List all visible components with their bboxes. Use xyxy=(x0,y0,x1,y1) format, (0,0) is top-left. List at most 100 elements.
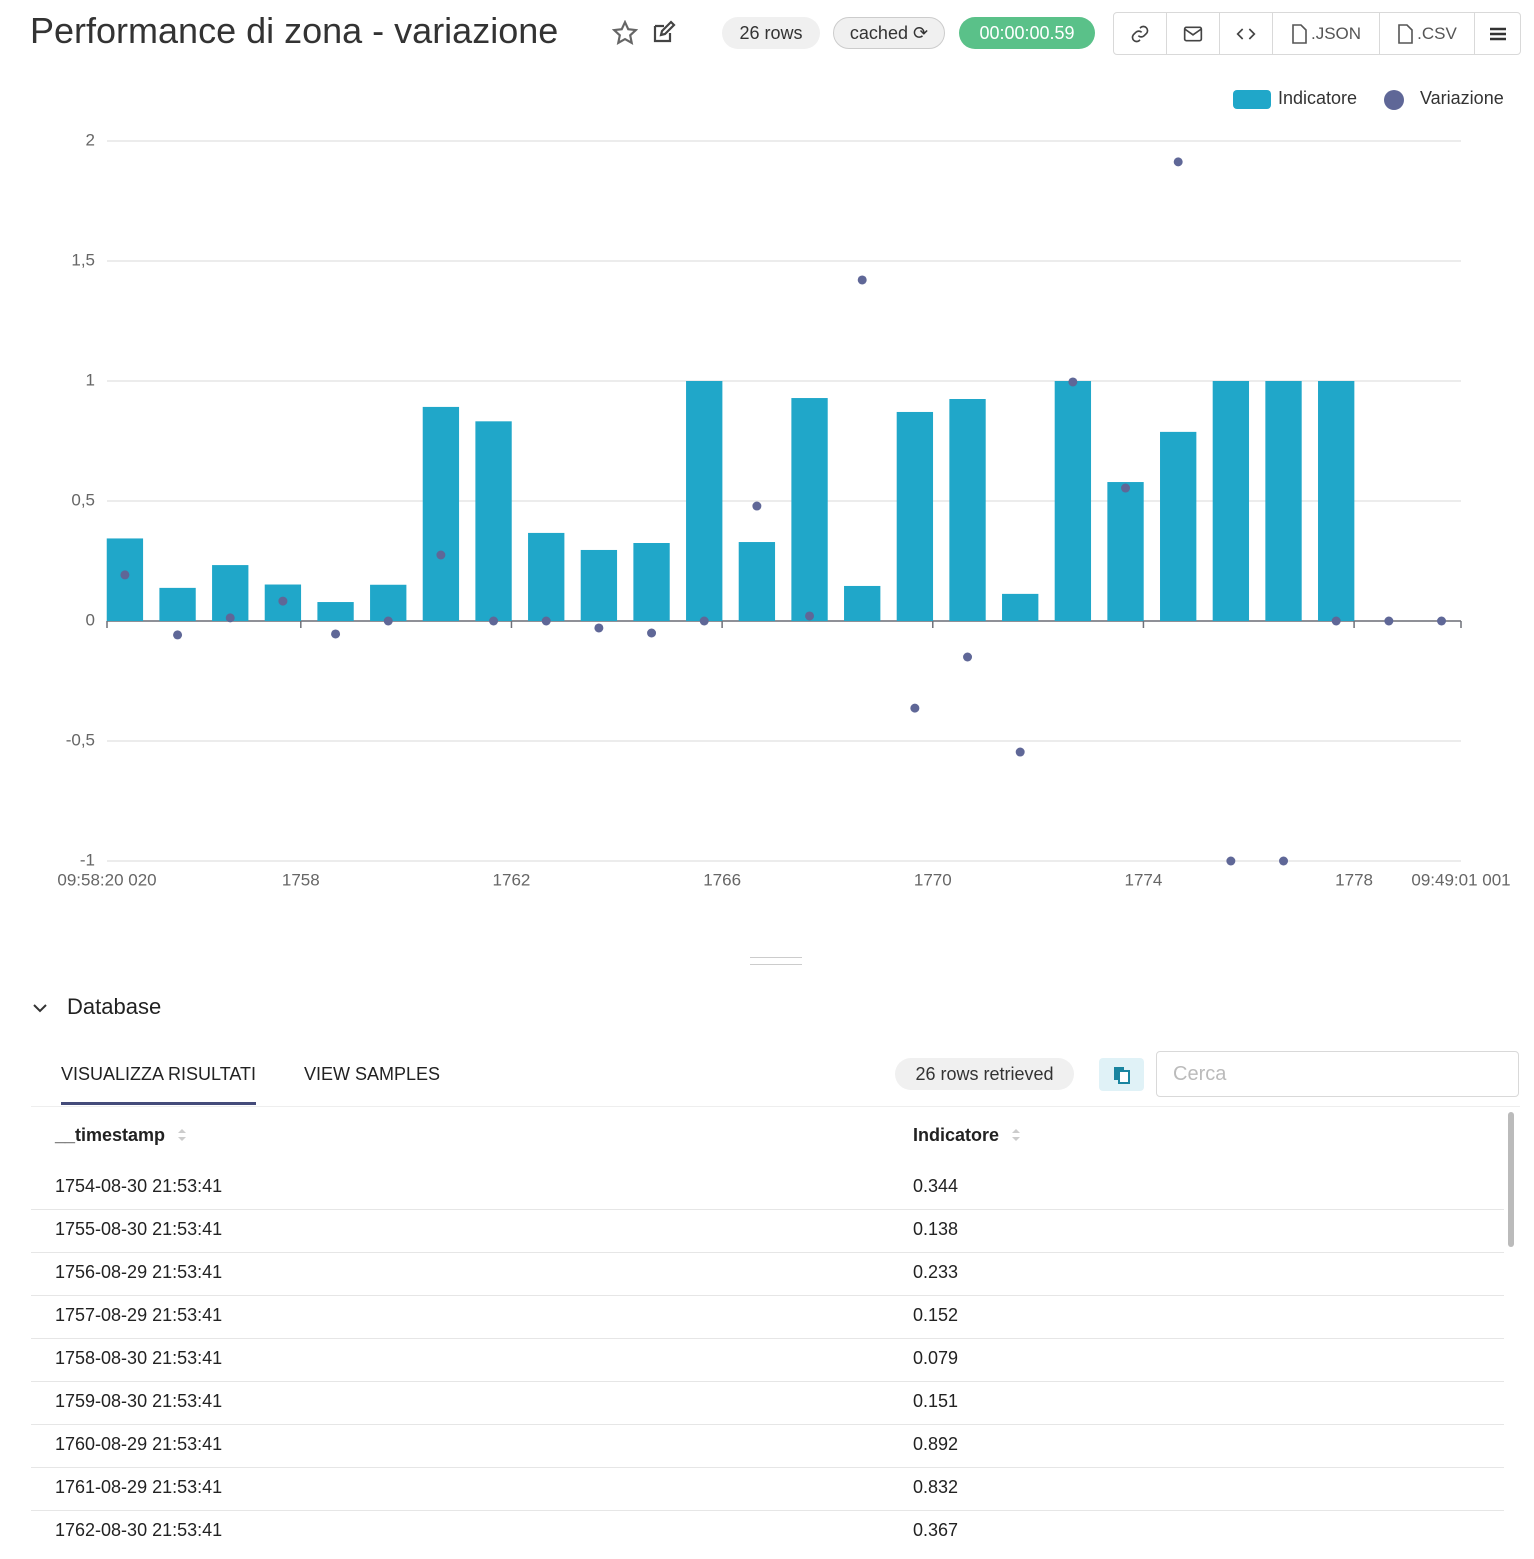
dot xyxy=(857,275,867,285)
legend-swatch xyxy=(1384,90,1404,110)
dot xyxy=(1173,157,1183,167)
embed-button[interactable] xyxy=(1220,12,1273,55)
dot xyxy=(278,596,288,606)
dot xyxy=(173,630,183,640)
link-button[interactable] xyxy=(1114,12,1167,55)
collapse-chevron[interactable] xyxy=(32,1000,48,1016)
bar xyxy=(370,584,407,621)
bar xyxy=(1212,381,1250,621)
cached-text: cached xyxy=(849,23,908,43)
bar xyxy=(896,411,934,621)
dot xyxy=(1015,747,1025,757)
bar xyxy=(1002,593,1039,621)
y-tick-label: -0,5 xyxy=(66,730,95,749)
table-cell: 0.367 xyxy=(913,1520,959,1540)
dot xyxy=(383,616,393,626)
dot xyxy=(752,501,762,511)
table-cell: 0.832 xyxy=(913,1477,959,1497)
dot xyxy=(1331,616,1341,626)
dot xyxy=(647,628,657,638)
bar xyxy=(686,381,723,621)
bar xyxy=(1054,381,1092,621)
legend-swatch xyxy=(1233,90,1271,109)
legend-label: Variazione xyxy=(1420,88,1504,108)
y-tick-label: 2 xyxy=(86,130,95,149)
table-cell: 0.138 xyxy=(913,1219,959,1239)
y-tick-label: 1 xyxy=(86,370,95,389)
dot xyxy=(120,570,130,580)
x-tick-label: 1778 xyxy=(1335,870,1373,889)
table-cell: 0.152 xyxy=(913,1305,959,1325)
row-separator xyxy=(31,1467,1504,1468)
table-cell: 0.344 xyxy=(913,1176,959,1196)
chart-title: Performance di zona - variazione xyxy=(30,10,559,51)
bar xyxy=(1107,482,1144,621)
copy-button[interactable] xyxy=(1099,1058,1144,1091)
menu-button[interactable] xyxy=(1475,12,1520,55)
edit-icon[interactable] xyxy=(652,20,676,44)
search-placeholder: Cerca xyxy=(1173,1063,1227,1085)
dot xyxy=(594,623,604,633)
x-tick-label: 1758 xyxy=(282,870,320,889)
legend-label: Indicatore xyxy=(1278,88,1357,108)
timer-badge: 00:00:00.59 xyxy=(959,17,1095,49)
table-cell: 0.079 xyxy=(913,1348,959,1368)
action-group xyxy=(1113,12,1521,55)
dot xyxy=(331,629,341,639)
bar xyxy=(738,542,776,621)
bar xyxy=(1265,381,1302,621)
row-separator xyxy=(31,1252,1504,1253)
dot xyxy=(910,703,920,713)
table-cell: 1757-08-29 21:53:41 xyxy=(55,1305,223,1325)
chart: -1 -0,5 0 0,5 1 1,5 2 09:58:20 020 1758 1762 1766 1… xyxy=(57,88,1510,890)
x-tick-label: 09:49:01 001 xyxy=(1411,870,1510,889)
x-tick-label: 1774 xyxy=(1125,870,1163,889)
tab-underline xyxy=(61,1102,256,1105)
dot xyxy=(699,616,709,626)
dot xyxy=(1068,377,1078,387)
y-tick-label: 0,5 xyxy=(71,490,95,509)
tab[interactable]: VISUALIZZA RISULTATI xyxy=(61,1064,257,1084)
dot xyxy=(541,616,551,626)
dot xyxy=(489,616,499,626)
column-header[interactable]: Indicatore xyxy=(913,1125,1021,1146)
tab-divider xyxy=(31,1106,1520,1107)
dot xyxy=(1226,856,1236,866)
bar xyxy=(580,549,618,621)
row-separator xyxy=(31,1338,1504,1339)
search-input[interactable]: Cerca xyxy=(1156,1051,1519,1097)
bar xyxy=(844,585,881,621)
mail-button[interactable] xyxy=(1167,12,1220,55)
y-tick-label: 0 xyxy=(86,610,95,629)
table-cell: 1754-08-30 21:53:41 xyxy=(55,1176,223,1196)
row-separator xyxy=(31,1295,1504,1296)
dot xyxy=(436,550,446,560)
json-label: .JSON xyxy=(1310,23,1362,43)
table-cell: 1761-08-29 21:53:41 xyxy=(55,1477,223,1497)
table-cell: 1760-08-29 21:53:41 xyxy=(55,1434,223,1454)
bar xyxy=(791,398,828,621)
rows-retrieved: 26 rows retrieved xyxy=(895,1058,1074,1090)
table-cell: 0.151 xyxy=(913,1391,959,1411)
column-header[interactable]: __timestamp xyxy=(55,1125,187,1146)
bar xyxy=(106,538,144,621)
star-icon[interactable] xyxy=(612,20,638,46)
cached-badge[interactable]: cached ⟳ xyxy=(833,17,945,49)
json-button[interactable]: .JSON xyxy=(1273,12,1380,55)
scrollbar[interactable] xyxy=(1508,1112,1514,1247)
row-separator xyxy=(31,1381,1504,1382)
rows-badge: 26 rows xyxy=(722,17,820,49)
x-tick-label: 1770 xyxy=(914,870,952,889)
table-cell: 1762-08-30 21:53:41 xyxy=(55,1520,223,1540)
dot xyxy=(1121,483,1131,493)
resize-handle[interactable] xyxy=(750,957,802,965)
bar xyxy=(1160,431,1197,621)
dot xyxy=(1279,856,1289,866)
sort-icon xyxy=(1012,1129,1021,1141)
table-cell: 1756-08-29 21:53:41 xyxy=(55,1262,223,1282)
bar xyxy=(317,602,354,621)
tab[interactable]: VIEW SAMPLES xyxy=(304,1064,441,1084)
bar xyxy=(159,587,196,621)
csv-button[interactable]: .CSV xyxy=(1380,12,1475,55)
